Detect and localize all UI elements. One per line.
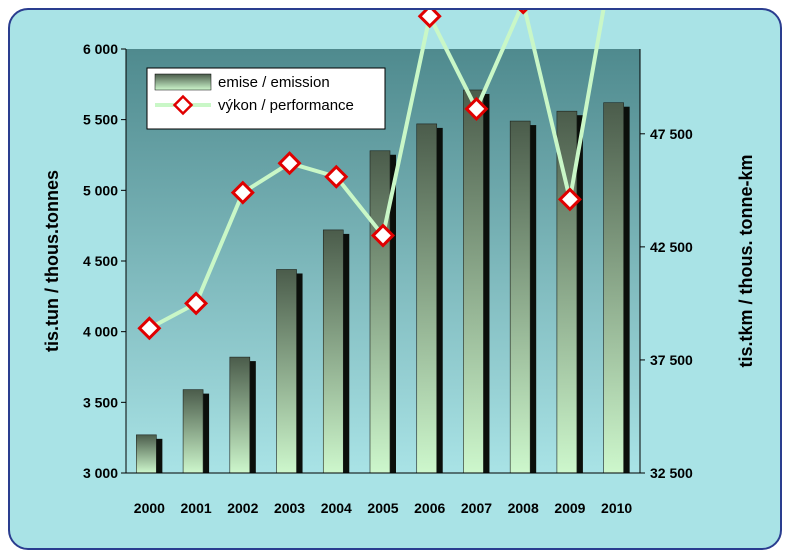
x-tick-label: 2008 — [508, 500, 539, 516]
right-tick-label: 37 500 — [650, 352, 693, 368]
x-tick-label: 2005 — [367, 500, 398, 516]
x-tick-label: 2003 — [274, 500, 305, 516]
performance-marker — [557, 187, 582, 212]
left-tick-label: 3 500 — [83, 394, 118, 410]
bar — [603, 102, 624, 474]
x-tick-label: 2002 — [227, 500, 258, 516]
x-tick-label: 2007 — [461, 500, 492, 516]
line-layer — [137, 10, 606, 341]
chart-frame: 3 000 3 500 4 000 4 500 5 000 5 500 6 000 32 50… — [8, 8, 782, 550]
legend-label-emission: emise / emission — [218, 74, 330, 91]
legend: emise / emission výkon / performance — [146, 67, 386, 130]
bar — [229, 356, 251, 474]
legend-marker-swatch — [172, 94, 194, 116]
bar — [509, 120, 531, 474]
left-axis-title: tis.tun / thous.tonnes — [42, 170, 62, 352]
left-tick-label: 4 500 — [83, 253, 118, 269]
legend-label-performance: výkon / performance — [218, 97, 354, 114]
performance-marker — [370, 223, 396, 248]
performance-marker — [417, 10, 442, 29]
bar — [322, 229, 344, 474]
chart: 3 000 3 500 4 000 4 500 5 000 5 500 6 000 32 50… — [42, 10, 756, 516]
bar — [182, 389, 204, 474]
performance-marker — [184, 291, 209, 316]
legend-bar-swatch — [154, 73, 212, 91]
left-tick-label: 5 500 — [83, 112, 118, 128]
x-tick-label: 2009 — [554, 500, 585, 516]
bar — [369, 150, 391, 474]
left-tick-label: 3 000 — [83, 465, 118, 481]
performance-marker — [277, 151, 302, 176]
x-tick-label: 2010 — [601, 500, 632, 516]
bar — [416, 123, 438, 474]
performance-marker — [324, 164, 349, 189]
x-tick-label: 2004 — [321, 500, 352, 516]
x-tick-label: 2000 — [134, 500, 165, 516]
right-tick-label: 32 500 — [650, 465, 693, 481]
right-tick-label: 42 500 — [650, 239, 693, 255]
right-tick-label: 47 500 — [650, 126, 693, 142]
performance-marker — [511, 10, 536, 15]
bar — [276, 269, 297, 474]
bar — [136, 434, 157, 474]
axes-layer: 3 000 3 500 4 000 4 500 5 000 5 500 6 000 32 50… — [83, 41, 693, 516]
performance-marker — [464, 96, 489, 121]
x-tick-label: 2001 — [181, 500, 212, 516]
left-tick-label: 4 000 — [83, 324, 118, 340]
performance-marker — [230, 180, 255, 205]
right-axis-title: tis.tkm / thous. tonne-km — [736, 154, 756, 367]
left-tick-label: 6 000 — [83, 41, 118, 57]
performance-marker — [137, 316, 162, 341]
x-tick-label: 2006 — [414, 500, 445, 516]
bar — [463, 89, 484, 474]
left-tick-label: 5 000 — [83, 182, 118, 198]
